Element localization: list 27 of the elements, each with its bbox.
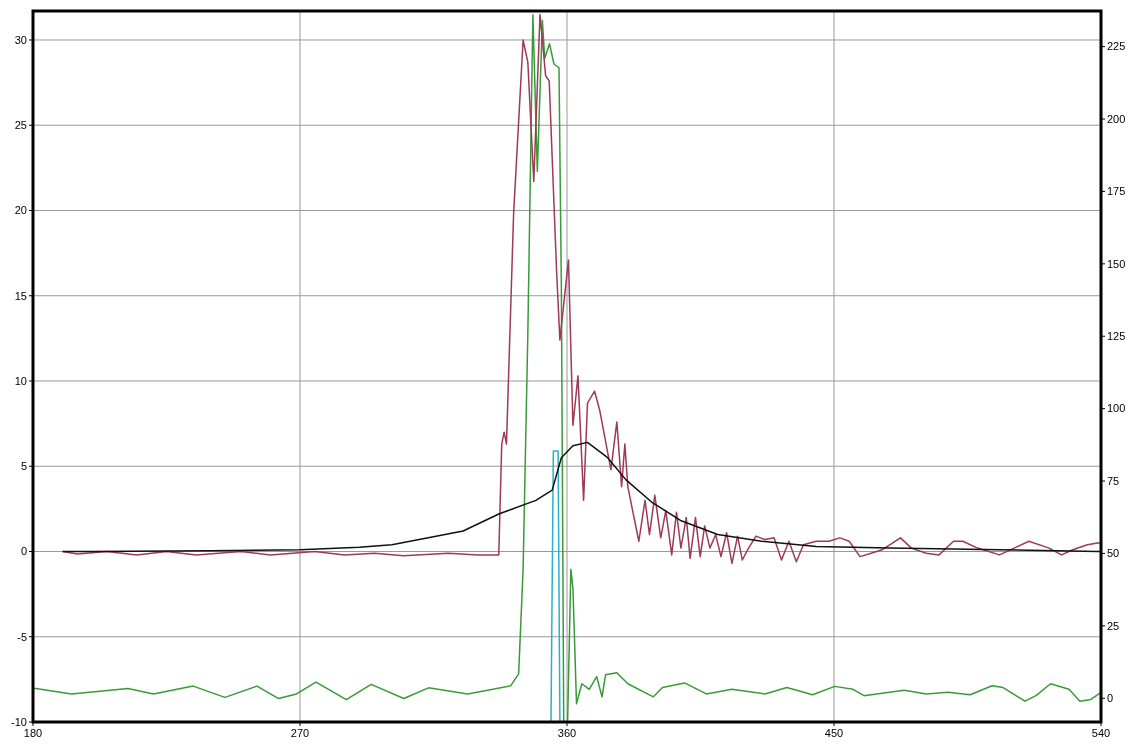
y2-tick-label: 225 [1107,40,1126,53]
y2-tick-label: 175 [1107,185,1126,198]
y-tick-label: 5 [20,460,27,473]
y-tick-label: -10 [11,715,27,728]
x-tick-label: 180 [23,727,43,739]
y2-tick-label: 150 [1107,257,1126,270]
y2-tick-label: 100 [1107,402,1126,415]
y2-tick-label: 200 [1107,112,1126,125]
x-tick-label: 540 [1091,727,1111,739]
line-series [33,14,1101,722]
y2-tick-label: 50 [1107,547,1120,560]
y-tick-label: 0 [20,545,27,558]
y-tick-label: -5 [17,630,27,643]
x-tick-label: 360 [557,727,577,739]
x-tick-label: 450 [824,727,844,739]
y-tick-label: 15 [14,289,27,302]
y-tick-label: 10 [14,374,27,387]
y2-tick-label: 75 [1107,474,1120,487]
y2-tick-label: 125 [1107,330,1126,343]
x-tick-label: 270 [290,727,310,739]
y-tick-label: 20 [14,204,27,217]
y2-tick-label: 25 [1107,619,1120,632]
line-series [61,441,1101,553]
y-tick-label: 30 [14,33,27,46]
y2-tick-label: 0 [1107,692,1114,705]
y-tick-label: 25 [14,119,27,132]
line-series [61,13,1101,565]
